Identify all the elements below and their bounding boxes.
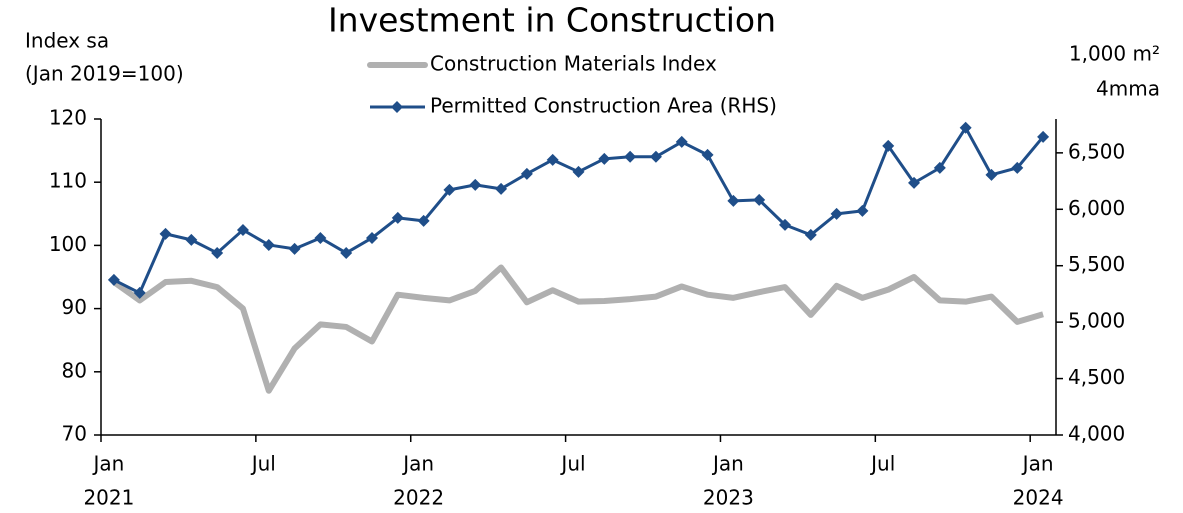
y-tick-label: 120 [49, 106, 87, 130]
x-year-label: 2024 [1013, 486, 1064, 510]
y-tick-label: 80 [62, 358, 87, 382]
series-marker [572, 165, 585, 178]
x-year-label: 2023 [703, 486, 754, 510]
series-marker [649, 150, 662, 163]
x-tick-label: Jul [869, 452, 895, 476]
y2-axis-label: 1,000 m² [1069, 42, 1160, 66]
y2-tick-label: 6,500 [1068, 139, 1125, 163]
y2-tick-label: 5,500 [1068, 252, 1125, 276]
series-marker [933, 161, 946, 174]
series-marker [159, 227, 172, 240]
series-marker [753, 193, 766, 206]
chart-title: Investment in Construction [328, 1, 776, 40]
x-year-label: 2021 [83, 486, 134, 510]
series-marker [882, 139, 895, 152]
series-marker [804, 228, 817, 241]
series-marker [778, 218, 791, 231]
x-tick-label: Jan [711, 452, 744, 476]
series-marker [288, 242, 301, 255]
y2-axis-label: 4mma [1096, 77, 1160, 101]
legend-marker [391, 101, 403, 113]
series-marker [314, 231, 327, 244]
series-marker [856, 204, 869, 217]
y2-tick-label: 4,500 [1068, 365, 1125, 389]
series-marker [366, 231, 379, 244]
y-axis-label: Index sa [25, 29, 109, 53]
series-marker [546, 153, 559, 166]
series-marker [908, 176, 921, 189]
legend-label: Construction Materials Index [430, 52, 717, 76]
y-axis-label: (Jan 2019=100) [25, 62, 184, 86]
y-tick-label: 110 [49, 169, 87, 193]
series-marker [391, 211, 404, 224]
x-tick-label: Jan [91, 452, 124, 476]
series-marker [959, 121, 972, 134]
series-marker [185, 233, 198, 246]
y2-tick-label: 6,000 [1068, 196, 1125, 220]
series-marker [701, 148, 714, 161]
series-marker [133, 286, 146, 299]
legend-label: Permitted Construction Area (RHS) [430, 94, 777, 118]
series-marker [262, 238, 275, 251]
series-marker [236, 223, 249, 236]
series-marker [520, 167, 533, 180]
series-marker [985, 168, 998, 181]
series-line [113, 126, 1045, 295]
series-marker [443, 183, 456, 196]
y2-tick-label: 5,000 [1068, 309, 1125, 333]
x-tick-label: Jan [401, 452, 434, 476]
series-marker [417, 214, 430, 227]
series-marker [495, 182, 508, 195]
x-tick-label: Jan [1021, 452, 1054, 476]
series-marker [107, 273, 120, 286]
series-marker [1037, 130, 1050, 143]
y-tick-label: 70 [62, 422, 87, 446]
series-marker [624, 150, 637, 163]
series-marker [727, 194, 740, 207]
series-marker [340, 246, 353, 259]
series-marker [1011, 161, 1024, 174]
series-line [112, 264, 1044, 394]
y2-tick-label: 4,000 [1068, 422, 1125, 446]
x-year-label: 2022 [393, 486, 444, 510]
series-marker [469, 178, 482, 191]
y-tick-label: 90 [62, 295, 87, 319]
series-marker [211, 246, 224, 259]
series-marker [675, 135, 688, 148]
x-tick-label: Jul [250, 452, 276, 476]
series-marker [830, 207, 843, 220]
series-marker [598, 152, 611, 165]
y-tick-label: 100 [49, 232, 87, 256]
x-tick-label: Jul [559, 452, 585, 476]
